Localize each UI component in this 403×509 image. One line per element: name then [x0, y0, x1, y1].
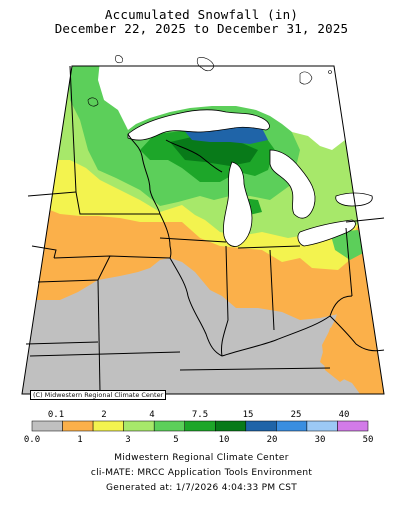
legend-top-label-5: 25 [290, 410, 302, 420]
border-oh-wv [329, 295, 353, 317]
legend-swatch-7 [245, 420, 277, 432]
legend-top-label-0: 0.1 [47, 410, 65, 420]
northern-lakes [87, 55, 332, 107]
legend-top-label-1: 2 [101, 410, 107, 420]
legend-swatch-0 [31, 420, 63, 432]
legend-swatch-6 [215, 420, 247, 432]
legend-bottom-label-3: 5 [173, 435, 179, 445]
legend-bottom-label-4: 10 [218, 435, 230, 445]
border-ia-il [159, 213, 172, 259]
border-wi-mi-up [165, 139, 223, 173]
border-mo-ar [29, 351, 181, 357]
legend-swatch-9 [306, 420, 338, 432]
border-mn-wi [127, 133, 161, 215]
footer-organization: Midwestern Regional Climate Center [114, 453, 289, 463]
border-mn-ia [75, 191, 160, 215]
border-wi-il [159, 237, 227, 243]
legend-bottom-label-6: 30 [314, 435, 326, 445]
map-subtitle: December 22, 2025 to December 31, 2025 [54, 21, 349, 36]
border-in-oh [269, 249, 275, 331]
small-lake [115, 55, 123, 64]
lake-erie [297, 219, 356, 247]
legend-swatch-4 [153, 420, 185, 432]
legend-bottom-label-2: 3 [125, 435, 131, 445]
lake-ontario-north-shore [299, 71, 313, 85]
legend-color-bar [31, 420, 369, 432]
map-copyright: (C) Midwestern Regional Climate Center [30, 390, 167, 400]
legend-swatch-10 [337, 420, 369, 432]
legend-swatch-3 [123, 420, 155, 432]
legend-bottom-label-5: 20 [266, 435, 278, 445]
state-borders [25, 65, 385, 393]
border-wv-va [329, 315, 385, 352]
legend-swatch-8 [276, 420, 308, 432]
lake-of-the-woods [87, 97, 99, 107]
footer-tool-name: cli-MATE: MRCC Application Tools Environ… [90, 468, 313, 478]
border-ks-mo [97, 279, 101, 393]
legend-top-label-4: 15 [242, 410, 254, 420]
lake-huron [269, 149, 316, 219]
border-oh-pa [345, 227, 353, 297]
border-ky-tn [179, 367, 331, 371]
canada-area [98, 60, 345, 150]
map-frame [21, 65, 385, 395]
border-ky-south [221, 315, 331, 357]
border-mo-il [169, 257, 223, 357]
footer-generated-time: Generated at: 1/7/2026 4:04:33 PM CST [105, 483, 298, 493]
tiny-lake [328, 70, 332, 74]
border-ok-ks [25, 341, 99, 345]
border-mn-west [69, 65, 77, 193]
legend-swatch-5 [184, 420, 216, 432]
map-title: Accumulated Snowfall (in) [104, 7, 299, 22]
legend-top-label-3: 7.5 [191, 410, 209, 420]
legend-bottom-label-0: 0.0 [23, 435, 41, 445]
lake-superior [127, 109, 270, 141]
border-sd-ne [31, 245, 57, 259]
legend-top-label-2: 4 [149, 410, 155, 420]
border-pa-ny [345, 217, 385, 223]
legend-bottom-label-1: 1 [77, 435, 83, 445]
legend-swatch-2 [92, 420, 124, 432]
legend-swatch-1 [62, 420, 94, 432]
border-mi-in-oh [237, 245, 301, 249]
great-lakes [127, 109, 373, 247]
lake-michigan [223, 161, 253, 247]
legend-top-label-6: 40 [338, 410, 350, 420]
legend-bottom-label-7: 50 [362, 435, 374, 445]
lake-nipigon [196, 57, 215, 72]
border-il-in [221, 245, 229, 357]
